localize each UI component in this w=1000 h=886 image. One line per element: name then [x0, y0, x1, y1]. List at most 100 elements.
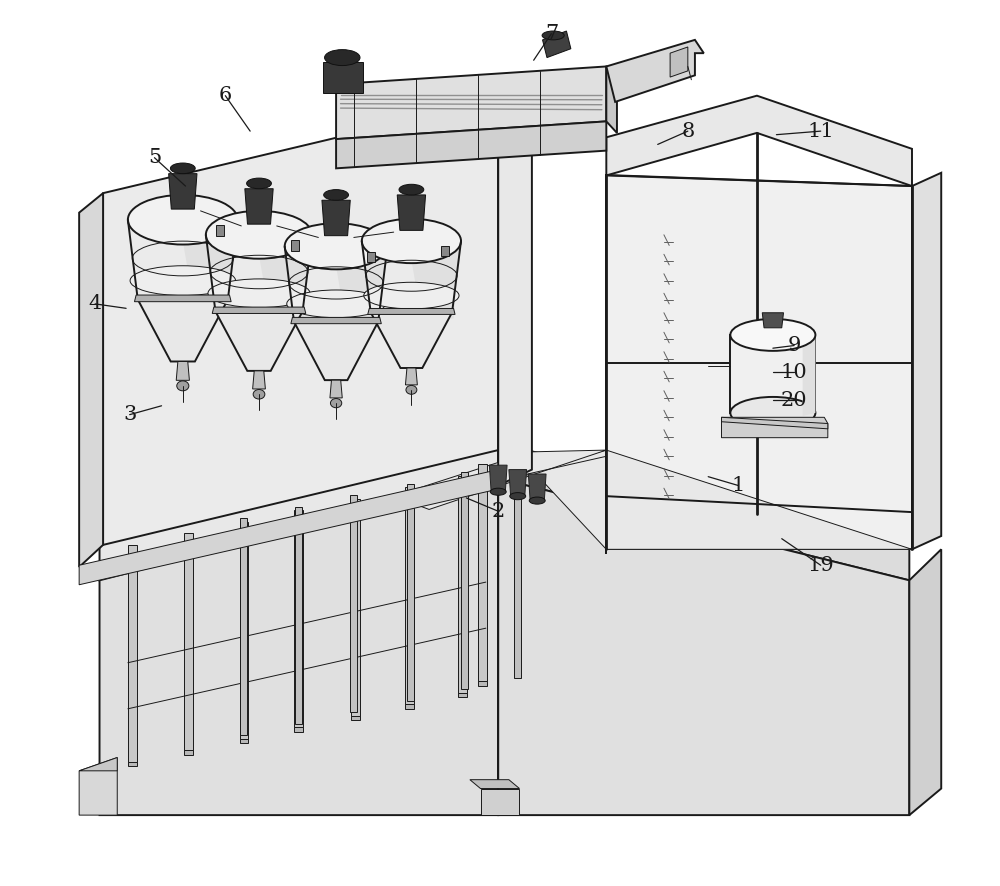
Polygon shape	[498, 115, 532, 486]
Polygon shape	[458, 476, 467, 693]
Ellipse shape	[247, 178, 271, 189]
Ellipse shape	[208, 279, 310, 307]
Polygon shape	[351, 499, 360, 716]
Polygon shape	[478, 464, 487, 681]
Polygon shape	[294, 510, 303, 727]
Ellipse shape	[324, 190, 348, 200]
Text: 5: 5	[148, 148, 161, 167]
Polygon shape	[498, 443, 909, 580]
Polygon shape	[350, 495, 357, 712]
Polygon shape	[498, 99, 530, 470]
Polygon shape	[245, 189, 273, 224]
Ellipse shape	[730, 397, 815, 429]
Polygon shape	[240, 518, 247, 735]
Ellipse shape	[529, 497, 545, 504]
Polygon shape	[397, 195, 426, 230]
Text: 1: 1	[732, 476, 745, 495]
Polygon shape	[514, 461, 521, 678]
Polygon shape	[291, 317, 381, 323]
Text: 11: 11	[807, 121, 834, 141]
Polygon shape	[128, 762, 137, 766]
Polygon shape	[294, 322, 378, 380]
Polygon shape	[184, 533, 193, 750]
Text: 10: 10	[781, 362, 808, 382]
Polygon shape	[606, 66, 617, 133]
Text: 20: 20	[781, 391, 807, 410]
Polygon shape	[367, 252, 375, 262]
Ellipse shape	[206, 211, 312, 259]
Ellipse shape	[130, 266, 236, 296]
Polygon shape	[498, 478, 909, 815]
Polygon shape	[394, 450, 606, 509]
Ellipse shape	[287, 290, 385, 318]
Polygon shape	[216, 225, 224, 237]
Text: 4: 4	[88, 294, 102, 314]
Ellipse shape	[285, 223, 387, 269]
Polygon shape	[138, 299, 228, 361]
Polygon shape	[240, 739, 248, 743]
Polygon shape	[532, 450, 912, 549]
Polygon shape	[336, 66, 606, 139]
Polygon shape	[322, 200, 350, 236]
Polygon shape	[909, 549, 941, 815]
Polygon shape	[458, 693, 467, 697]
Polygon shape	[79, 758, 117, 771]
Ellipse shape	[730, 319, 815, 351]
Polygon shape	[79, 193, 103, 567]
Ellipse shape	[128, 195, 238, 245]
Ellipse shape	[399, 184, 424, 195]
Ellipse shape	[253, 390, 265, 399]
Polygon shape	[103, 99, 530, 545]
Polygon shape	[405, 368, 417, 385]
Polygon shape	[79, 758, 117, 815]
Polygon shape	[409, 243, 460, 323]
Polygon shape	[606, 40, 704, 102]
Polygon shape	[762, 313, 784, 328]
Polygon shape	[336, 121, 606, 168]
Polygon shape	[291, 240, 299, 251]
Polygon shape	[730, 335, 815, 413]
Polygon shape	[180, 222, 237, 311]
Ellipse shape	[170, 163, 195, 174]
Polygon shape	[912, 173, 941, 549]
Polygon shape	[100, 478, 498, 815]
Text: 9: 9	[787, 336, 801, 355]
Polygon shape	[461, 472, 468, 689]
Polygon shape	[215, 311, 303, 371]
Polygon shape	[481, 789, 519, 815]
Polygon shape	[169, 174, 197, 209]
Polygon shape	[528, 474, 546, 501]
Polygon shape	[722, 417, 828, 438]
Polygon shape	[256, 237, 311, 322]
Text: 6: 6	[219, 86, 232, 105]
Polygon shape	[128, 545, 137, 762]
Polygon shape	[405, 704, 414, 709]
Polygon shape	[134, 295, 231, 301]
Polygon shape	[803, 335, 815, 416]
Polygon shape	[371, 313, 452, 368]
Polygon shape	[323, 62, 363, 93]
Ellipse shape	[510, 493, 526, 500]
Polygon shape	[176, 361, 189, 380]
Polygon shape	[478, 681, 487, 686]
Ellipse shape	[362, 219, 461, 263]
Ellipse shape	[406, 385, 417, 394]
Polygon shape	[100, 443, 498, 580]
Polygon shape	[498, 115, 553, 140]
Ellipse shape	[490, 488, 506, 495]
Polygon shape	[509, 470, 527, 496]
Polygon shape	[606, 175, 912, 549]
Polygon shape	[79, 470, 498, 585]
Ellipse shape	[330, 399, 342, 408]
Text: 8: 8	[681, 121, 694, 141]
Polygon shape	[351, 716, 360, 720]
Polygon shape	[330, 380, 342, 398]
Text: 7: 7	[545, 24, 558, 43]
Polygon shape	[368, 308, 455, 315]
Ellipse shape	[325, 50, 360, 66]
Polygon shape	[294, 727, 303, 732]
Ellipse shape	[542, 31, 564, 40]
Polygon shape	[212, 307, 306, 314]
Polygon shape	[670, 47, 688, 77]
Polygon shape	[441, 246, 449, 256]
